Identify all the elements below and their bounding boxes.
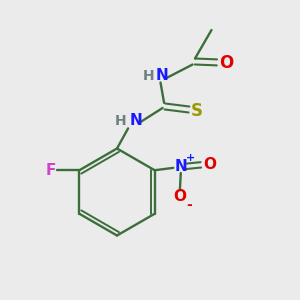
Text: N: N	[156, 68, 168, 83]
Text: O: O	[203, 157, 216, 172]
Text: S: S	[190, 102, 202, 120]
Text: N: N	[174, 159, 187, 174]
Text: O: O	[173, 190, 186, 205]
Text: H: H	[115, 114, 127, 128]
Text: H: H	[143, 69, 154, 83]
Text: -: -	[187, 198, 192, 212]
Text: N: N	[129, 113, 142, 128]
Text: F: F	[46, 163, 56, 178]
Text: O: O	[219, 54, 234, 72]
Text: +: +	[186, 153, 195, 163]
